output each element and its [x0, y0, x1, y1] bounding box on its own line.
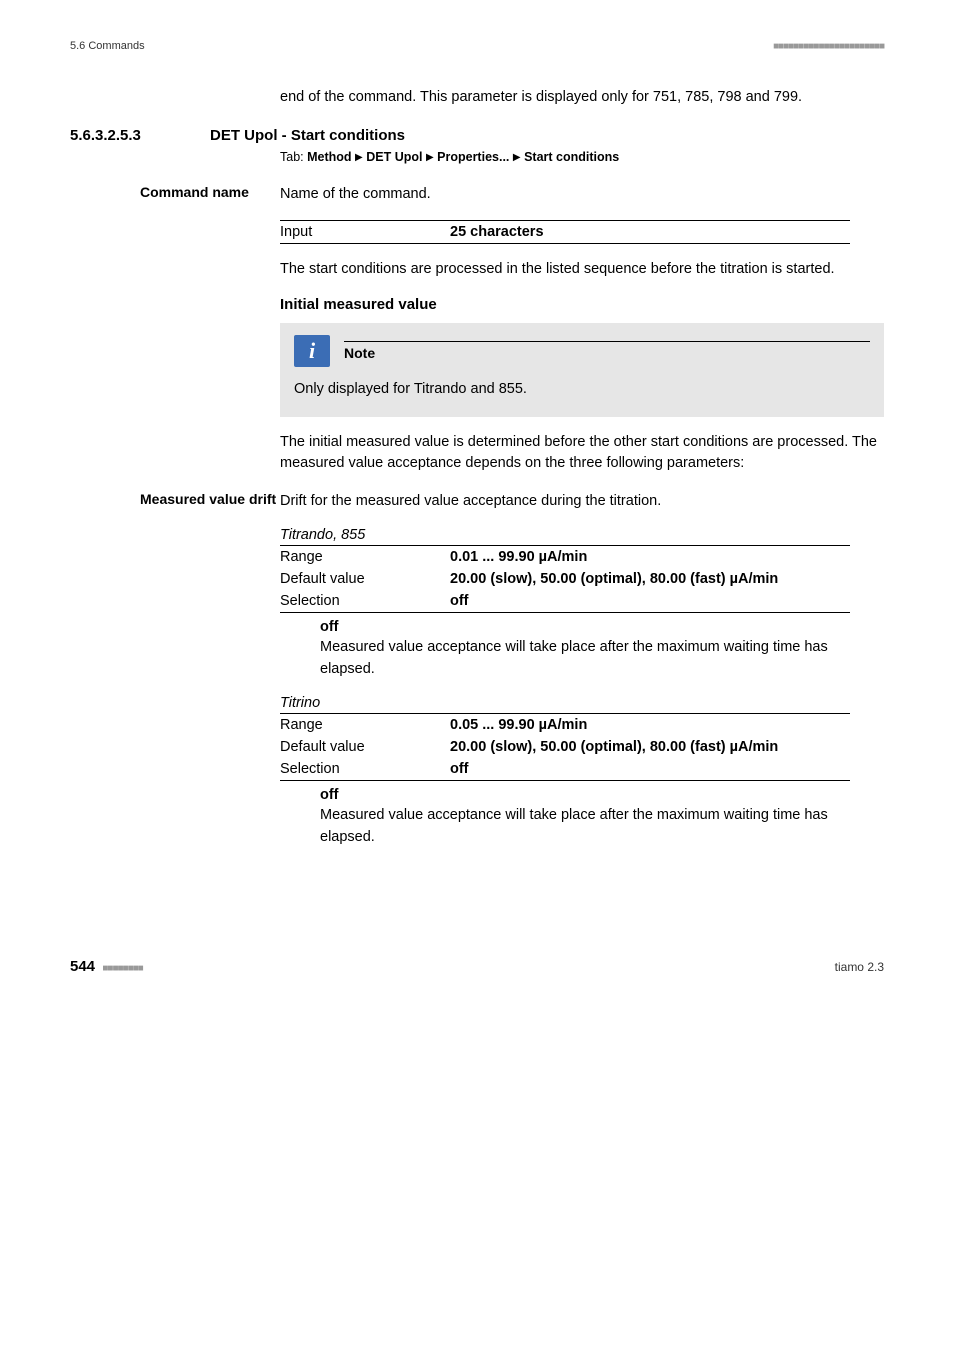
default-value: 20.00 (slow), 50.00 (optimal), 80.00 (fa…: [450, 739, 778, 755]
footer-decoration: ■■■■■■■■: [102, 963, 142, 974]
triangle-icon: ▶: [355, 152, 363, 163]
footer-page-number: 544: [70, 958, 95, 975]
default-value: 20.00 (slow), 50.00 (optimal), 80.00 (fa…: [450, 571, 778, 587]
range-value: 0.01 ... 99.90 µA/min: [450, 549, 587, 565]
input-key: Input: [280, 221, 450, 244]
tab-breadcrumb: Tab: Method ▶ DET Upol ▶ Properties... ▶…: [280, 150, 884, 164]
initial-paragraph: The initial measured value is determined…: [280, 432, 884, 476]
tab-prefix: Tab:: [280, 150, 307, 164]
tab-part-3: Start conditions: [524, 150, 619, 164]
measured-value-drift-label: Measured value drift: [140, 491, 276, 507]
input-table: Input 25 characters: [280, 220, 850, 244]
off-definition-2: off Measured value acceptance will take …: [320, 787, 884, 849]
section-heading: 5.6.3.2.5.3 DET Upol - Start conditions: [70, 127, 884, 144]
command-name-label: Command name: [140, 184, 249, 200]
initial-measured-heading: Initial measured value: [280, 296, 884, 313]
note-box: i Note Only displayed for Titrando and 8…: [280, 323, 884, 417]
titrino-table: Range 0.05 ... 99.90 µA/min Default valu…: [280, 713, 850, 781]
titrando-table: Range 0.01 ... 99.90 µA/min Default valu…: [280, 545, 850, 613]
header-decoration: ■■■■■■■■■■■■■■■■■■■■■■: [773, 41, 884, 52]
table-row: Range 0.01 ... 99.90 µA/min: [280, 546, 850, 569]
off-desc: Measured value acceptance will take plac…: [320, 805, 884, 849]
section-title: DET Upol - Start conditions: [210, 127, 405, 144]
measured-value-drift-desc: Drift for the measured value acceptance …: [280, 491, 884, 513]
intro-paragraph: end of the command. This parameter is di…: [280, 87, 884, 109]
table-row: Default value 20.00 (slow), 50.00 (optim…: [280, 568, 850, 590]
range-key: Range: [280, 546, 450, 569]
range-key: Range: [280, 713, 450, 736]
start-conditions-text: The start conditions are processed in th…: [280, 259, 884, 281]
note-rule: [344, 341, 870, 342]
table2-caption: Titrino: [280, 695, 884, 711]
triangle-icon: ▶: [426, 152, 434, 163]
default-key: Default value: [280, 568, 450, 590]
header-section: 5.6 Commands: [70, 40, 145, 52]
table-row: Selection off: [280, 758, 850, 781]
selection-key: Selection: [280, 590, 450, 613]
command-name-text: Name of the command.: [280, 184, 884, 206]
info-icon: i: [294, 335, 330, 367]
off-desc: Measured value acceptance will take plac…: [320, 637, 884, 681]
selection-key: Selection: [280, 758, 450, 781]
section-number: 5.6.3.2.5.3: [70, 127, 210, 144]
selection-value: off: [450, 761, 469, 777]
page-header: 5.6 Commands ■■■■■■■■■■■■■■■■■■■■■■: [70, 40, 884, 52]
table-row: Selection off: [280, 590, 850, 613]
triangle-icon: ▶: [513, 152, 521, 163]
off-definition-1: off Measured value acceptance will take …: [320, 619, 884, 681]
tab-part-1: DET Upol: [366, 150, 422, 164]
table-row: Range 0.05 ... 99.90 µA/min: [280, 713, 850, 736]
table1-caption: Titrando, 855: [280, 527, 884, 543]
note-body: Only displayed for Titrando and 855.: [294, 379, 870, 401]
note-label: Note: [344, 345, 375, 361]
tab-part-2: Properties...: [437, 150, 509, 164]
selection-value: off: [450, 593, 469, 609]
page-footer: 544 ■■■■■■■■ tiamo 2.3: [70, 958, 884, 975]
default-key: Default value: [280, 736, 450, 758]
input-value: 25 characters: [450, 224, 544, 240]
off-term: off: [320, 619, 884, 635]
table-row: Input 25 characters: [280, 221, 850, 244]
table-row: Default value 20.00 (slow), 50.00 (optim…: [280, 736, 850, 758]
range-value: 0.05 ... 99.90 µA/min: [450, 717, 587, 733]
tab-part-0: Method: [307, 150, 351, 164]
footer-product: tiamo 2.3: [835, 960, 884, 974]
off-term: off: [320, 787, 884, 803]
